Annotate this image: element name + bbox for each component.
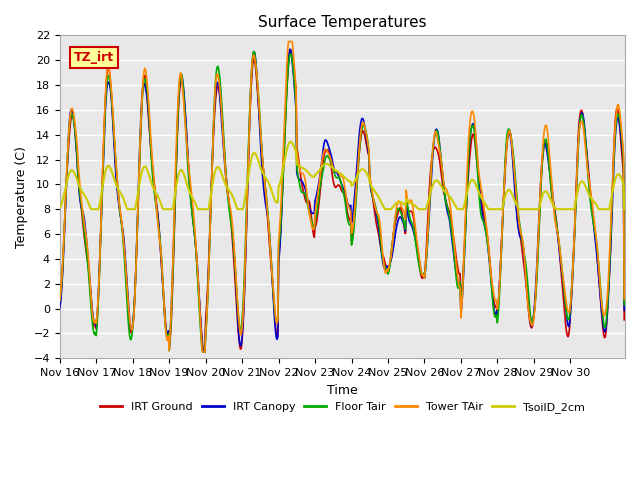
Title: Surface Temperatures: Surface Temperatures [258, 15, 427, 30]
X-axis label: Time: Time [327, 384, 358, 396]
Y-axis label: Temperature (C): Temperature (C) [15, 146, 28, 248]
Legend: IRT Ground, IRT Canopy, Floor Tair, Tower TAir, TsoilD_2cm: IRT Ground, IRT Canopy, Floor Tair, Towe… [95, 397, 589, 417]
Text: TZ_irt: TZ_irt [74, 51, 114, 64]
